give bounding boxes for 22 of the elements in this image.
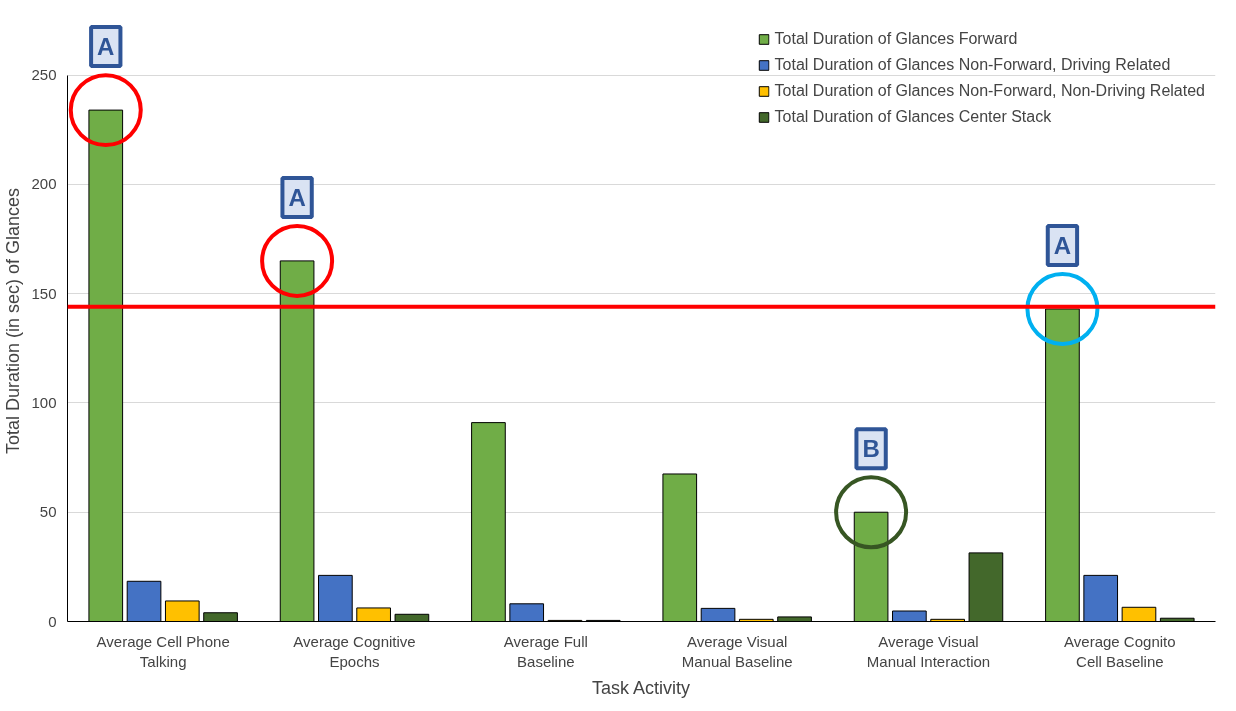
text: A xyxy=(97,33,115,61)
y-tick-label: 150 xyxy=(31,284,57,302)
x-axis-title: Task Activity xyxy=(591,677,691,698)
x-tick-label: Average Cell Phone Talking xyxy=(96,632,230,670)
annotation: A xyxy=(1053,231,1072,259)
annotation: B xyxy=(862,435,880,463)
x-tick-label: Average Visual Manual Interaction xyxy=(866,632,991,670)
y-tick-label: 100 xyxy=(31,393,57,411)
y-tick-label: 50 xyxy=(39,503,57,521)
x-tick-label: Average Cognitive Epochs xyxy=(293,632,416,670)
legend-label: Total Duration of Glances Non-Forward, Driving Related xyxy=(774,56,1171,74)
x-tick-label: Average Full Baseline xyxy=(503,632,588,670)
x-tick-label: Average Cognito Cell Baseline xyxy=(1064,632,1176,670)
annotation: A xyxy=(288,183,306,211)
y-tick-label: 0 xyxy=(48,612,57,630)
y-tick-label: 200 xyxy=(31,175,57,193)
legend-label: Total Duration of Glances Forward xyxy=(774,30,1018,48)
legend-label: Total Duration of Glances Non-Forward, Non-Driving Related xyxy=(774,82,1205,100)
y-axis-title: Total Duration (in sec) of Glances xyxy=(3,187,24,455)
y-tick-label: 250 xyxy=(31,66,57,84)
legend-label: Total Duration of Glances Center Stack xyxy=(774,108,1052,126)
x-tick-label: Average Visual Manual Baseline xyxy=(681,632,793,670)
